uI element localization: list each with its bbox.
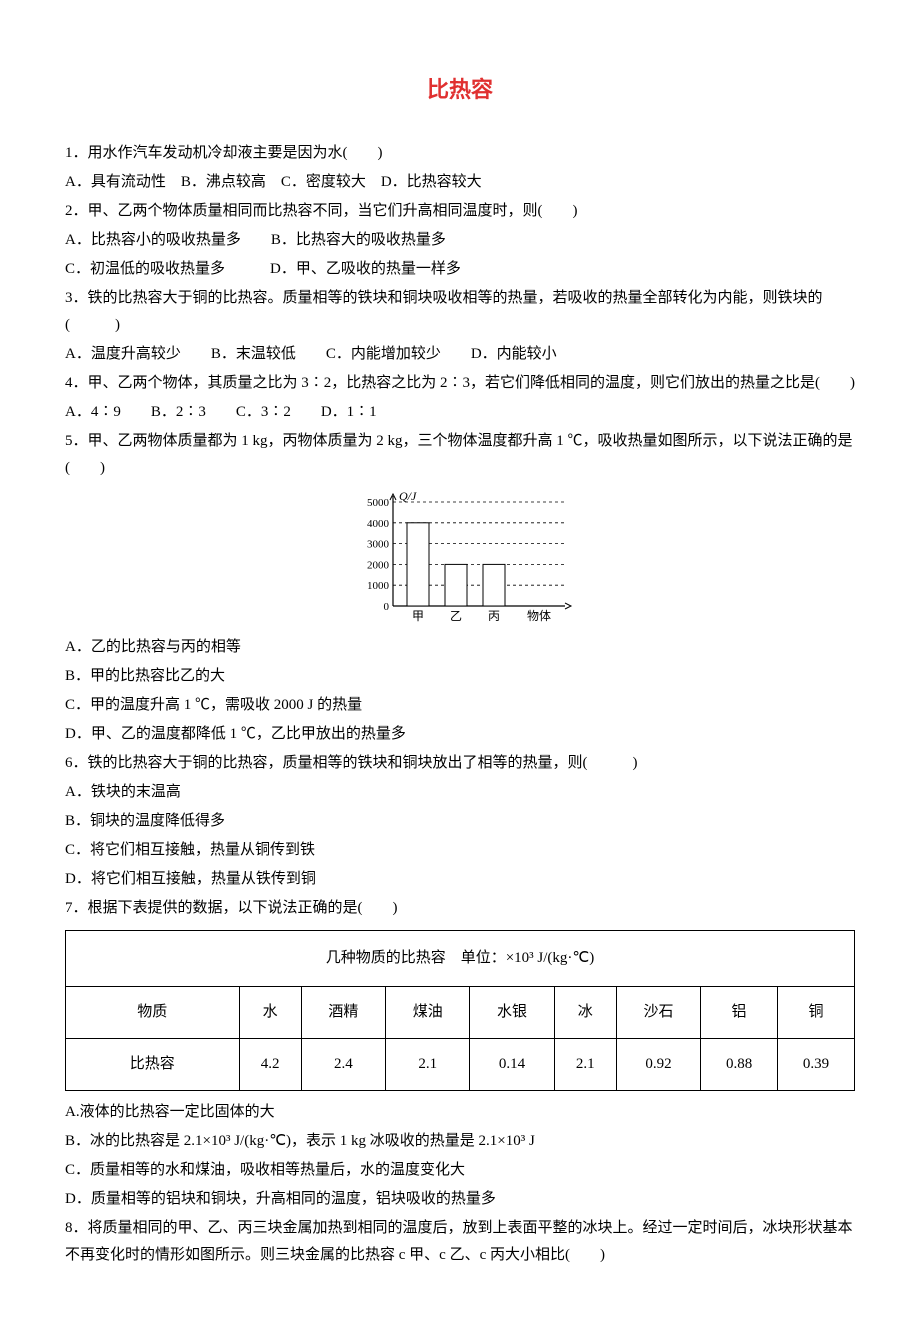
q2-stem: 2．甲、乙两个物体质量相同而比热容不同，当它们升高相同温度时，则( ) (65, 198, 855, 225)
q2-options-line2: C．初温低的吸收热量多 D．甲、乙吸收的热量一样多 (65, 256, 855, 283)
q6-stem: 6．铁的比热容大于铜的比热容，质量相等的铁块和铜块放出了相等的热量，则( ) (65, 750, 855, 777)
svg-text:甲: 甲 (412, 609, 424, 623)
svg-text:3000: 3000 (367, 538, 390, 550)
q7-table-caption: 几种物质的比热容 单位：×10³ J/(kg·℃) (66, 930, 855, 986)
q7-val-2: 2.1 (386, 1038, 470, 1090)
svg-text:2000: 2000 (367, 559, 390, 571)
q4-stem: 4．甲、乙两个物体，其质量之比为 3∶2，比热容之比为 2∶3，若它们降低相同的… (65, 370, 855, 397)
q7-col-1: 酒精 (301, 986, 385, 1038)
q7-col-2: 煤油 (386, 986, 470, 1038)
q1-stem: 1．用水作汽车发动机冷却液主要是因为水( ) (65, 140, 855, 167)
q6-option-a: A．铁块的末温高 (65, 779, 855, 806)
q8-stem: 8．将质量相同的甲、乙、丙三块金属加热到相同的温度后，放到上表面平整的冰块上。经… (65, 1215, 855, 1269)
q7-col-0: 水 (239, 986, 301, 1038)
q7-val-0: 4.2 (239, 1038, 301, 1090)
svg-text:4000: 4000 (367, 517, 390, 529)
q7-val-7: 0.39 (778, 1038, 855, 1090)
q5-bar-chart: 0 1000 2000 3000 4000 5000 Q/J 甲 乙 丙 物体 (345, 488, 575, 628)
svg-text:物体: 物体 (527, 609, 551, 623)
q1-options: A．具有流动性 B．沸点较高 C．密度较大 D．比热容较大 (65, 169, 855, 196)
svg-text:丙: 丙 (488, 609, 500, 623)
q7-table-header-row: 物质 水 酒精 煤油 水银 冰 沙石 铝 铜 (66, 986, 855, 1038)
q7-stem: 7．根据下表提供的数据，以下说法正确的是( ) (65, 895, 855, 922)
q5-option-a: A．乙的比热容与丙的相等 (65, 634, 855, 661)
q3-options: A．温度升高较少 B．末温较低 C．内能增加较少 D．内能较小 (65, 341, 855, 368)
q6-option-d: D．将它们相互接触，热量从铁传到铜 (65, 866, 855, 893)
q6-option-b: B．铜块的温度降低得多 (65, 808, 855, 835)
q7-val-4: 2.1 (554, 1038, 616, 1090)
svg-text:5000: 5000 (367, 497, 390, 509)
q7-col-3: 水银 (470, 986, 554, 1038)
svg-text:1000: 1000 (367, 580, 390, 592)
q7-val-3: 0.14 (470, 1038, 554, 1090)
q5-stem: 5．甲、乙两物体质量都为 1 kg，丙物体质量为 2 kg，三个物体温度都升高 … (65, 428, 855, 482)
q7-option-a: A.液体的比热容一定比固体的大 (65, 1099, 855, 1126)
q7-val-5: 0.92 (616, 1038, 700, 1090)
q5-option-c: C．甲的温度升高 1 ℃，需吸收 2000 J 的热量 (65, 692, 855, 719)
q7-table: 几种物质的比热容 单位：×10³ J/(kg·℃) 物质 水 酒精 煤油 水银 … (65, 930, 855, 1091)
q4-options: A．4∶9 B．2∶3 C．3∶2 D．1∶1 (65, 399, 855, 426)
q7-rowhead-substance: 物质 (66, 986, 240, 1038)
svg-text:0: 0 (384, 601, 390, 613)
q7-col-6: 铝 (701, 986, 778, 1038)
q6-option-c: C．将它们相互接触，热量从铜传到铁 (65, 837, 855, 864)
q7-col-4: 冰 (554, 986, 616, 1038)
q7-option-b: B．冰的比热容是 2.1×10³ J/(kg·℃)，表示 1 kg 冰吸收的热量… (65, 1128, 855, 1155)
svg-text:Q/J: Q/J (399, 489, 417, 503)
q5-option-b: B．甲的比热容比乙的大 (65, 663, 855, 690)
q7-rowhead-values: 比热容 (66, 1038, 240, 1090)
q5-option-d: D．甲、乙的温度都降低 1 ℃，乙比甲放出的热量多 (65, 721, 855, 748)
q3-stem: 3．铁的比热容大于铜的比热容。质量相等的铁块和铜块吸收相等的热量，若吸收的热量全… (65, 285, 855, 339)
q7-val-6: 0.88 (701, 1038, 778, 1090)
page-title: 比热容 (65, 70, 855, 110)
q7-col-5: 沙石 (616, 986, 700, 1038)
q7-col-7: 铜 (778, 986, 855, 1038)
q7-val-1: 2.4 (301, 1038, 385, 1090)
q2-options-line1: A．比热容小的吸收热量多 B．比热容大的吸收热量多 (65, 227, 855, 254)
svg-text:乙: 乙 (450, 609, 462, 623)
q7-table-value-row: 比热容 4.2 2.4 2.1 0.14 2.1 0.92 0.88 0.39 (66, 1038, 855, 1090)
q7-option-d: D．质量相等的铝块和铜块，升高相同的温度，铝块吸收的热量多 (65, 1186, 855, 1213)
q7-option-c: C．质量相等的水和煤油，吸收相等热量后，水的温度变化大 (65, 1157, 855, 1184)
